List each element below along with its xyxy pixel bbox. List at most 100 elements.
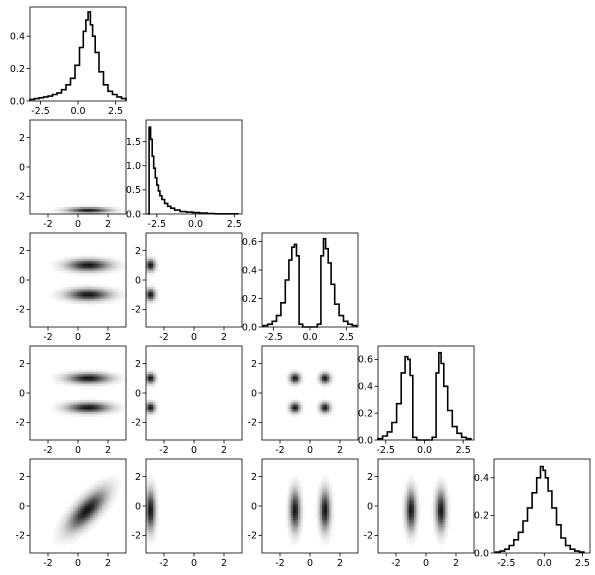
density-bin xyxy=(97,284,100,288)
density-bin xyxy=(58,291,62,295)
density-bin xyxy=(54,374,57,377)
density-bin xyxy=(102,369,105,373)
density-bin xyxy=(73,272,76,276)
density-bin xyxy=(104,287,108,290)
density-bin xyxy=(85,517,88,521)
density-bin xyxy=(118,381,122,384)
density-bin xyxy=(106,407,110,410)
density-bin xyxy=(104,498,108,502)
density-bin xyxy=(63,371,67,375)
density-bin xyxy=(435,491,439,495)
density-bin xyxy=(70,517,74,521)
density-bin xyxy=(442,527,446,530)
x-tick-label: 2.5 xyxy=(339,332,354,343)
density-bin xyxy=(90,303,93,307)
density-bin xyxy=(150,400,154,403)
density-bin xyxy=(85,374,88,377)
density-bin xyxy=(150,527,154,530)
density-bin xyxy=(433,491,436,495)
density-bin xyxy=(153,506,156,509)
density-bin xyxy=(106,258,110,262)
density-bin xyxy=(288,381,292,384)
density-bin xyxy=(54,409,57,413)
density-bin xyxy=(92,506,96,509)
density-bin xyxy=(300,529,304,533)
density-bin xyxy=(68,301,72,304)
density-bin xyxy=(116,381,120,384)
density-bin xyxy=(92,503,96,507)
density-bin xyxy=(319,496,323,500)
density-bin xyxy=(80,496,84,500)
density-bin xyxy=(56,378,60,382)
density-bin xyxy=(150,489,154,493)
density-bin xyxy=(298,498,301,502)
density-bin xyxy=(58,529,62,533)
density-bin xyxy=(433,529,436,533)
density-bin xyxy=(63,287,67,290)
density-bin xyxy=(66,536,69,540)
density-bin xyxy=(109,475,112,479)
density-bin xyxy=(94,265,98,269)
density-bin xyxy=(75,265,79,269)
density-bin xyxy=(82,291,86,295)
density-bin xyxy=(319,371,323,375)
density-bin xyxy=(90,369,93,373)
density-bin xyxy=(70,369,74,373)
density-bin xyxy=(324,480,328,483)
density-bin xyxy=(406,498,410,502)
density-bin xyxy=(433,527,436,530)
density-bin xyxy=(92,489,96,493)
density-bin xyxy=(109,400,112,403)
density-bin xyxy=(104,484,108,488)
density-bin xyxy=(104,294,108,297)
density-bin xyxy=(148,376,152,380)
x-tick-label: -2.5 xyxy=(497,558,516,569)
density-bin xyxy=(61,409,64,413)
density-bin xyxy=(146,263,149,267)
density-bin xyxy=(300,411,304,415)
density-bin xyxy=(58,404,62,408)
density-bin xyxy=(63,206,67,210)
density-bin xyxy=(90,272,93,276)
density-bin xyxy=(298,534,301,537)
density-bin xyxy=(331,506,335,509)
density-bin xyxy=(87,378,91,382)
density-bin xyxy=(146,524,149,528)
density-bin xyxy=(58,409,62,413)
density-bin xyxy=(80,524,84,528)
density-bin xyxy=(111,371,115,375)
density-bin xyxy=(286,404,289,408)
density-bin xyxy=(73,503,76,507)
density-bin xyxy=(155,376,159,380)
axes-frame xyxy=(261,345,359,441)
density-bin xyxy=(80,503,84,507)
density-bin xyxy=(314,515,318,519)
density-bin xyxy=(70,383,74,387)
density-bin xyxy=(438,513,441,516)
density-bin xyxy=(414,496,417,500)
density-bin xyxy=(92,517,96,521)
density-bin xyxy=(85,402,88,406)
density-bin xyxy=(66,270,69,274)
density-bin xyxy=(317,411,320,415)
density-bin xyxy=(80,520,84,523)
density-bin xyxy=(286,524,289,528)
density-bin xyxy=(116,378,120,382)
density-bin xyxy=(118,376,122,380)
density-bin xyxy=(406,522,410,526)
density-bin xyxy=(153,261,156,264)
density-bin xyxy=(61,527,64,530)
density-bin xyxy=(435,520,439,523)
density-bin xyxy=(435,480,439,483)
density-bin xyxy=(85,489,88,493)
density-bin xyxy=(97,482,100,486)
density-bin xyxy=(416,522,420,526)
density-bin xyxy=(286,378,289,382)
density-bin xyxy=(82,209,86,212)
density-bin xyxy=(111,407,115,410)
density-bin xyxy=(68,374,72,377)
density-bin xyxy=(433,520,436,523)
density-bin xyxy=(411,501,415,504)
density-bin xyxy=(73,522,76,526)
density-bin xyxy=(435,529,439,533)
